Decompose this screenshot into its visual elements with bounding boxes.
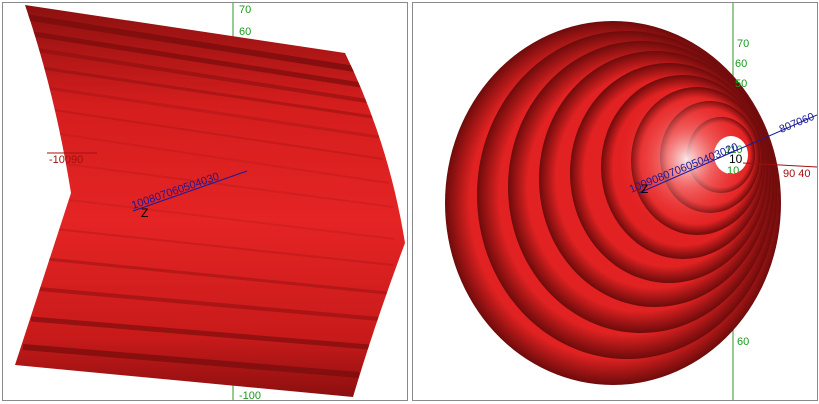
apex-label-3: 10 xyxy=(727,165,739,177)
right-3d-viewport[interactable]: 70 60 50 60 110 10 10 90 40 100908070605… xyxy=(412,2,818,401)
x-axis-label: -10090 xyxy=(49,154,83,166)
cone-surface-plot: 70 60 50 60 110 10 10 90 40 100908070605… xyxy=(445,3,817,400)
y-axis-tick-50: 50 xyxy=(735,78,747,90)
apex-label-2: 10 xyxy=(729,152,743,166)
z-axis-line xyxy=(132,170,248,212)
y-axis-tick-60: 60 xyxy=(735,58,747,70)
z-axis-ticks-right: 807060 xyxy=(778,111,817,136)
surface-stripes xyxy=(22,14,396,378)
y-axis-upper-label: 60 xyxy=(239,26,251,38)
z-axis-line xyxy=(638,114,817,194)
y-axis-top-label: 70 xyxy=(737,38,749,50)
cylinder-surface-plot: 70 60 -100 -10090 100807060504030 Z xyxy=(15,3,405,401)
cone-rings xyxy=(445,21,781,385)
x-axis-line xyxy=(742,162,817,168)
cone-apex-hole xyxy=(714,136,748,174)
left-3d-viewport[interactable]: 70 60 -100 -10090 100807060504030 Z xyxy=(2,2,408,401)
x-axis-label: 90 40 xyxy=(783,168,811,180)
y-axis-top-label: 70 xyxy=(239,4,251,16)
cylinder-surface xyxy=(15,5,405,397)
y-axis-low-label: 60 xyxy=(737,336,749,348)
z-axis-name: Z xyxy=(141,206,148,220)
y-axis-bottom-label: -100 xyxy=(239,390,261,401)
z-axis-name: Z xyxy=(641,182,648,196)
